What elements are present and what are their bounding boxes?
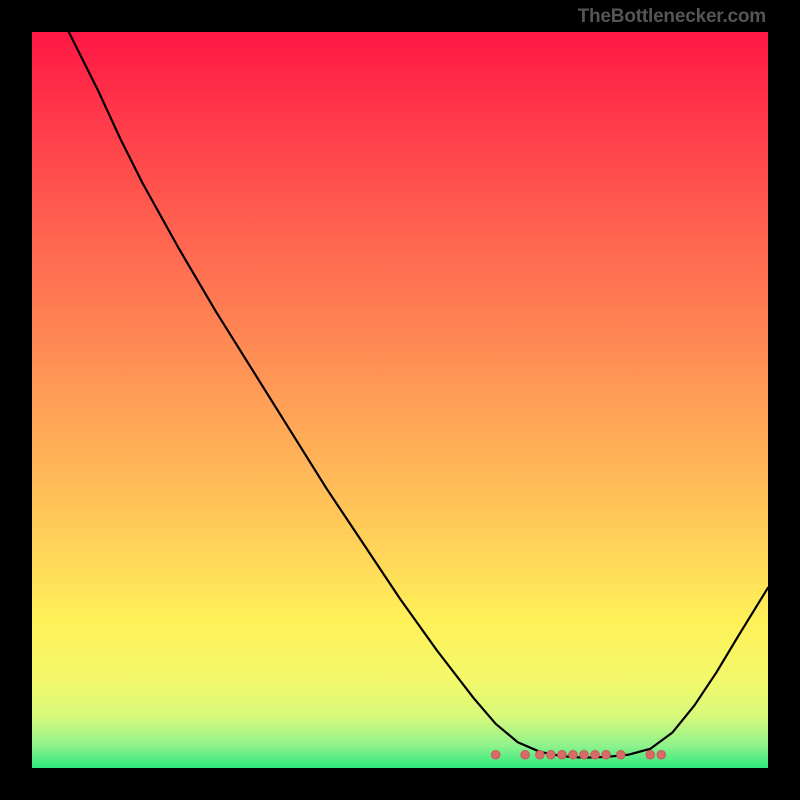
chart-container: TheBottlenecker.com (0, 0, 800, 800)
bottom-marker (591, 750, 600, 759)
bottom-marker (491, 750, 500, 759)
bottleneck-curve (69, 32, 768, 758)
watermark-text: TheBottlenecker.com (578, 6, 766, 28)
bottom-marker (536, 750, 545, 759)
bottom-marker (547, 750, 556, 759)
bottom-marker (617, 750, 626, 759)
bottom-marker (569, 750, 578, 759)
bottom-marker (657, 750, 666, 759)
bottom-marker (646, 750, 655, 759)
bottom-marker (602, 750, 611, 759)
bottom-marker (558, 750, 567, 759)
bottom-marker (521, 750, 530, 759)
plot-area (32, 32, 768, 768)
bottom-marker (580, 750, 589, 759)
curve-layer (32, 32, 768, 768)
